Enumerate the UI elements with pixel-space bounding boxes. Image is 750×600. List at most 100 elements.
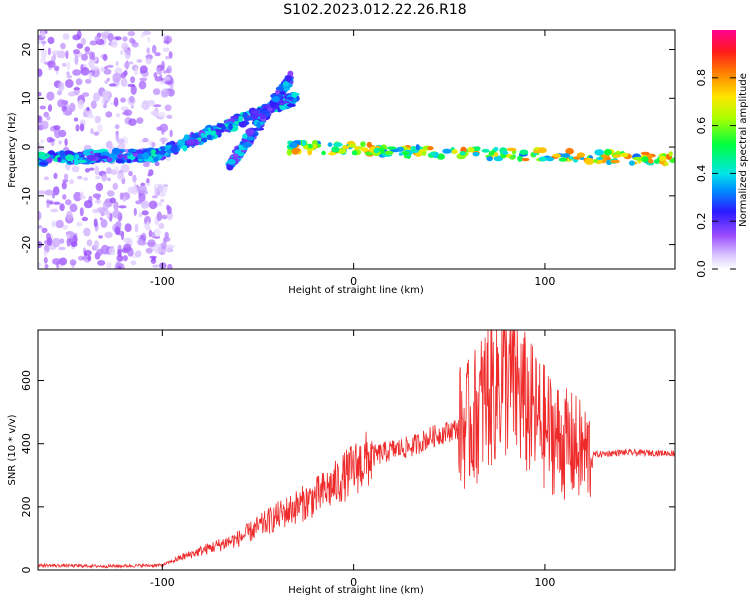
spectrogram-cell (122, 196, 127, 203)
spectrogram-x-tick-label: -100 (150, 275, 175, 288)
spectrogram-cell (106, 77, 111, 82)
spectrogram-cell (151, 44, 157, 54)
colorbar-tick-label: 0.6 (695, 117, 708, 135)
spectrogram-cell (140, 103, 147, 109)
spectrogram-cell (291, 148, 300, 155)
spectrogram-cell (163, 237, 167, 244)
spectrogram-cell (333, 142, 343, 147)
spectrogram-cell (140, 33, 146, 38)
spectrogram-cell (77, 159, 87, 164)
spectrogram-cell (100, 244, 110, 255)
spectrogram-cell (53, 125, 61, 131)
spectrogram-cell (565, 147, 574, 155)
spectrogram-cell (84, 46, 91, 53)
spectrogram-cell (108, 247, 116, 256)
spectrogram-cell (101, 97, 105, 106)
spectrogram-cell (100, 32, 110, 37)
spectrogram-cell (521, 157, 530, 162)
spectrogram-cell (117, 153, 124, 159)
spectrogram-cell (613, 154, 621, 158)
spectrogram-cell (472, 152, 480, 157)
spectrogram-cell (76, 43, 84, 49)
spectrogram-cell (116, 138, 125, 144)
spectrogram-cell (134, 67, 138, 76)
spectrogram-cell (161, 88, 170, 97)
spectrogram-cell (77, 255, 85, 261)
colorbar-tick-label: 0.4 (695, 165, 708, 183)
spectrogram-cell (131, 41, 139, 48)
spectrogram-cell (57, 99, 66, 108)
spectrogram-y-tick-label: -20 (20, 236, 33, 254)
spectrogram-cell (138, 192, 146, 202)
spectrogram-cell (65, 50, 69, 59)
spectrogram-cell (67, 61, 71, 71)
spectrogram-cell (106, 157, 113, 163)
spectrogram-cell (63, 110, 72, 116)
colorbar-tick-label: 0.0 (695, 260, 708, 278)
spectrogram-y-tick-label: 0 (20, 144, 33, 151)
spectrogram-cell (151, 149, 157, 154)
spectrogram-cell (41, 30, 45, 38)
spectrogram-cell (451, 149, 458, 155)
spectrogram-cell (632, 157, 643, 161)
spectrogram-cell (226, 164, 234, 171)
spectrogram-cell (348, 143, 356, 148)
spectrogram-cell (47, 60, 56, 68)
spectrogram-cell (88, 72, 93, 81)
spectrogram-cell (85, 51, 90, 55)
spectrogram-cell (130, 84, 137, 95)
spectrogram-cell (162, 70, 168, 74)
spectrogram-cell (70, 241, 78, 248)
spectrogram-cell (210, 130, 217, 136)
spectrogram-cell (242, 142, 252, 148)
snr-x-tick-label: 100 (534, 576, 555, 589)
spectrogram-cell (80, 64, 84, 72)
spectrogram-cell (62, 62, 67, 67)
snr-ticks: -100 0 100 0 200 400 600 (20, 330, 675, 589)
spectrogram-cell (96, 123, 103, 133)
spectrogram-cell (90, 100, 97, 109)
spectrogram-cell (43, 176, 50, 181)
spectrogram-cell (146, 178, 150, 184)
spectrogram-cell (285, 75, 292, 82)
spectrogram-cell (257, 107, 262, 111)
spectrogram-cell (603, 148, 612, 156)
spectrogram-cell (502, 151, 509, 155)
spectrogram-cell (120, 50, 124, 55)
spectrogram-cell (43, 256, 48, 264)
spectrogram-cell (83, 149, 93, 156)
spectrogram-x-tick-label: 0 (350, 275, 357, 288)
spectrogram-cell (151, 231, 155, 239)
spectrogram-cell (47, 104, 53, 112)
spectrogram-cell (202, 137, 207, 143)
spectrogram-cell (286, 96, 294, 101)
spectrogram-cell (127, 152, 132, 156)
spectrogram-cell (38, 147, 45, 151)
spectrogram-cell (265, 104, 272, 108)
spectrogram-cell (73, 191, 82, 202)
spectrogram-cell (190, 133, 200, 139)
spectrogram-cell (211, 125, 218, 130)
snr-y-tick-label: 200 (20, 496, 33, 517)
spectrogram-cell (160, 199, 165, 203)
spectrogram-cell (87, 254, 92, 261)
spectrogram-cell (135, 250, 142, 258)
spectrogram-cell (648, 158, 654, 164)
spectrogram-cell (162, 249, 167, 253)
spectrogram-cell (128, 170, 133, 177)
colorbar-tick-label: 0.2 (695, 212, 708, 230)
snr-frame (37, 329, 676, 571)
spectrogram-cell (103, 68, 112, 75)
spectrogram-cell (140, 200, 150, 209)
spectrogram-cell (89, 40, 98, 46)
spectrogram-cell (38, 142, 41, 147)
spectrogram-cell (40, 139, 44, 144)
spectrogram-cell (88, 59, 95, 68)
spectrogram-cell (53, 172, 58, 179)
spectrogram-cell (135, 200, 142, 205)
spectrogram-cell (493, 147, 499, 152)
spectrogram-cell (106, 210, 111, 220)
spectrogram-cell (122, 255, 128, 262)
